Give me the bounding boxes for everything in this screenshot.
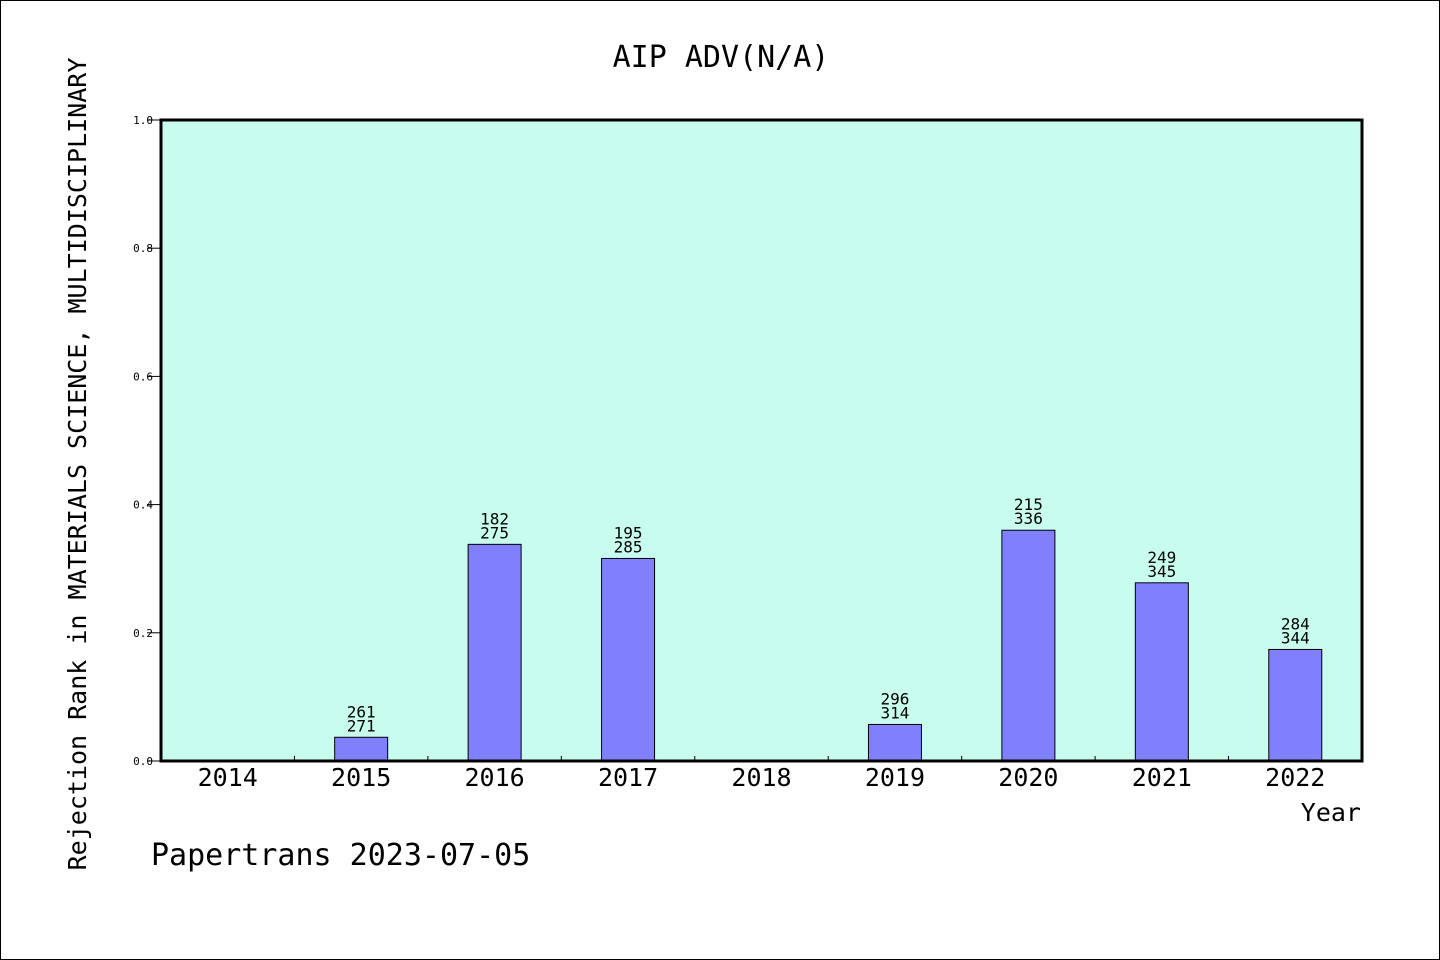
x-tick-label-2018: 2018 bbox=[731, 763, 791, 792]
bar-label-top-2019: 296 bbox=[880, 689, 909, 708]
bar-label-bottom-2021: 345 bbox=[1147, 562, 1176, 581]
bar-label-top-2022: 284 bbox=[1281, 614, 1310, 633]
x-tick-label-2022: 2022 bbox=[1265, 763, 1325, 792]
x-tick-label-2016: 2016 bbox=[465, 763, 525, 792]
bar-2021 bbox=[1134, 582, 1189, 762]
bar-2016 bbox=[467, 543, 522, 762]
bar-label-top-2020: 215 bbox=[1014, 495, 1043, 514]
y-tick-label-1: 0.2 bbox=[133, 627, 153, 640]
y-tick-label-4: 0.8 bbox=[133, 242, 153, 255]
bar-label-bottom-2016: 275 bbox=[480, 523, 509, 542]
bar-label-bottom-2020: 336 bbox=[1014, 509, 1043, 528]
x-tick-label-2020: 2020 bbox=[998, 763, 1058, 792]
bar-label-bottom-2022: 344 bbox=[1281, 628, 1310, 647]
bar-2019 bbox=[867, 723, 922, 762]
bar-2017 bbox=[601, 557, 656, 762]
x-tick-label-2014: 2014 bbox=[198, 763, 258, 792]
bar-label-top-2017: 195 bbox=[614, 523, 643, 542]
bar-label-top-2016: 182 bbox=[480, 509, 509, 528]
bar-2015 bbox=[334, 736, 389, 762]
bar-label-top-2021: 249 bbox=[1147, 548, 1176, 567]
x-tick-label-2015: 2015 bbox=[331, 763, 391, 792]
bar-label-top-2015: 261 bbox=[347, 702, 376, 721]
bar-label-bottom-2015: 271 bbox=[347, 716, 376, 735]
y-tick-label-0: 0.0 bbox=[133, 755, 153, 768]
y-tick-label-5: 1.0 bbox=[133, 114, 153, 127]
bar-label-bottom-2017: 285 bbox=[614, 537, 643, 556]
y-tick-label-3: 0.6 bbox=[133, 370, 153, 383]
y-tick-label-2: 0.4 bbox=[133, 499, 153, 512]
x-tick-label-2019: 2019 bbox=[865, 763, 925, 792]
plot-border bbox=[159, 118, 1364, 763]
x-axis-label: Year bbox=[1301, 798, 1361, 827]
footer-text: Papertrans 2023-07-05 bbox=[151, 838, 530, 873]
bar-2020 bbox=[1001, 529, 1056, 762]
bars-group bbox=[334, 529, 1323, 762]
y-axis-label: Rejection Rank in MATERIALS SCIENCE, MUL… bbox=[63, 58, 92, 871]
bar-label-bottom-2019: 314 bbox=[880, 703, 909, 722]
x-tick-label-2017: 2017 bbox=[598, 763, 658, 792]
y-axis-ticks: 0.0 0.2 0.4 0.6 0.8 1.0 bbox=[133, 114, 161, 768]
x-tick-label-2021: 2021 bbox=[1132, 763, 1192, 792]
bar-2022 bbox=[1268, 648, 1323, 762]
x-axis-ticks: 2014 2015 2016 2017 2018 2019 2020 2021 2022 bbox=[198, 756, 1325, 792]
chart-title: AIP ADV(N/A) bbox=[613, 40, 830, 75]
